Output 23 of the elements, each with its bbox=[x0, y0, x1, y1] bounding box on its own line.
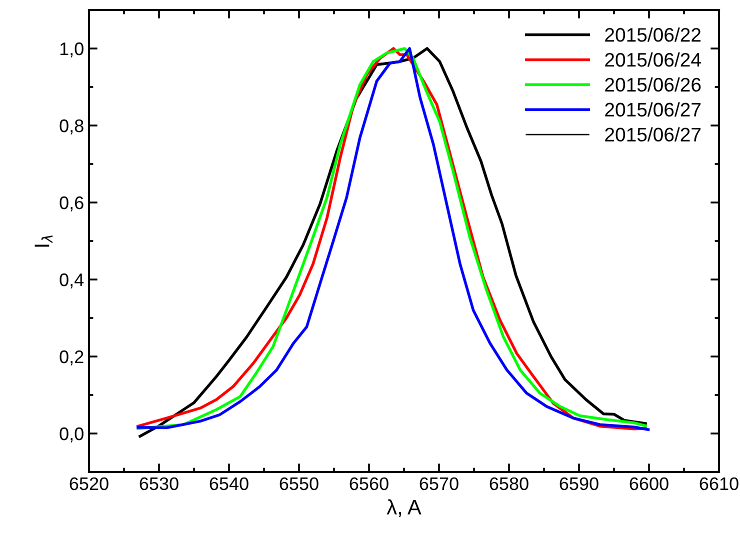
x-tick-label: 6600 bbox=[630, 477, 668, 490]
y-tick-label: 0,4 bbox=[60, 273, 84, 288]
x-tick-label: 6570 bbox=[420, 477, 458, 490]
y-tick-label: 1,0 bbox=[60, 42, 84, 58]
x-axis-title: λ, A bbox=[386, 499, 422, 518]
y-axis-title: I$_{λ}$ bbox=[34, 235, 53, 247]
x-tick-label: 6540 bbox=[210, 477, 248, 490]
legend-label: 2015/06/27 bbox=[605, 127, 701, 142]
x-tick-label: 6560 bbox=[350, 477, 388, 490]
y-tick-label: 0,8 bbox=[60, 119, 84, 134]
y-tick-label: 0,2 bbox=[60, 350, 84, 366]
x-tick-label: 6550 bbox=[280, 477, 318, 490]
x-tick-label: 6520 bbox=[70, 477, 108, 490]
y-tick-label: 0,6 bbox=[60, 196, 84, 212]
x-tick-label: 6590 bbox=[560, 477, 598, 490]
legend-label: 2015/06/22 bbox=[605, 28, 701, 42]
legend-label: 2015/06/27 bbox=[605, 102, 701, 117]
x-tick-label: 6580 bbox=[490, 477, 528, 490]
x-tick-label: 6610 bbox=[700, 477, 738, 490]
x-tick-label: 6530 bbox=[140, 477, 178, 490]
y-tick-label: 0,0 bbox=[60, 427, 84, 442]
legend-label: 2015/06/26 bbox=[605, 77, 701, 92]
legend-label: 2015/06/24 bbox=[605, 52, 701, 67]
